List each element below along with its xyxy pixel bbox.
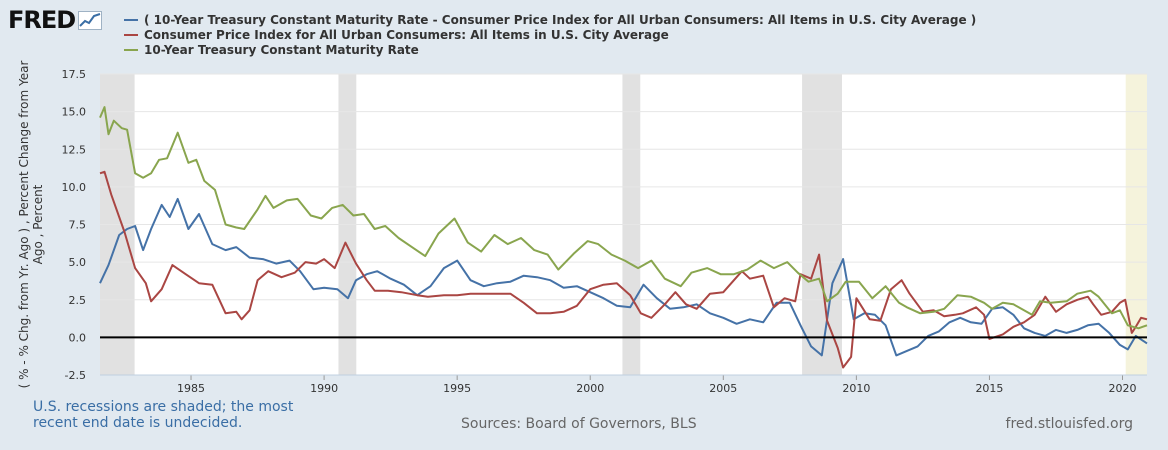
gridlines xyxy=(100,73,1147,376)
recession-band-3 xyxy=(802,74,843,375)
recession-band-1 xyxy=(338,74,357,375)
legend-item-spread: ( 10-Year Treasury Constant Maturity Rat… xyxy=(124,12,976,27)
fred-logo[interactable]: FRED xyxy=(8,6,103,34)
y-tick-label-2: 2.5 xyxy=(69,294,87,307)
legend-item-cpi: Consumer Price Index for All Urban Consu… xyxy=(124,27,976,42)
chart-legend: ( 10-Year Treasury Constant Maturity Rat… xyxy=(124,12,976,57)
fred-logo-text: FRED xyxy=(8,6,76,34)
legend-label-cpi: Consumer Price Index for All Urban Consu… xyxy=(144,27,669,42)
series-lines xyxy=(99,106,1148,369)
recession-band-2 xyxy=(622,74,641,375)
recession-note-line1: U.S. recessions are shaded; the most xyxy=(33,399,294,415)
series-line-treasury xyxy=(99,106,1148,330)
y-tick-label-5: 10.0 xyxy=(62,181,87,194)
legend-swatch-treasury xyxy=(124,48,138,51)
sources-text: Sources: Board of Governors, BLS xyxy=(461,416,697,432)
x-tick-label-3: 2000 xyxy=(576,382,604,395)
recession-band-current xyxy=(1125,74,1147,375)
y-tick-label-3: 5.0 xyxy=(69,256,87,269)
x-tick-label-2: 1995 xyxy=(443,382,471,395)
recession-band-0 xyxy=(100,74,135,375)
y-tick-label-7: 15.0 xyxy=(62,106,87,119)
y-tick-label-0: -2.5 xyxy=(65,369,86,382)
y-tick-label-6: 12.5 xyxy=(62,143,87,156)
fred-logo-graph-icon xyxy=(78,10,103,30)
x-tick-label-1: 1990 xyxy=(310,382,338,395)
recession-shading xyxy=(100,74,1147,375)
recession-note: U.S. recessions are shaded; the most rec… xyxy=(33,399,293,431)
legend-swatch-spread xyxy=(124,18,138,21)
legend-label-spread: ( 10-Year Treasury Constant Maturity Rat… xyxy=(144,12,977,27)
plot-area xyxy=(100,74,1147,375)
axes: -2.5 0.0 2.5 5.0 7.5 10.0 12.5 15.0 17.5 1985 1990… xyxy=(62,68,1147,395)
y-tick-label-4: 7.5 xyxy=(69,219,87,232)
y-axis-label: ( % - % Chg. from Yr. Ago ) , Percent Ch… xyxy=(17,61,45,389)
x-tick-label-6: 2015 xyxy=(975,382,1003,395)
x-tick-label-0: 1985 xyxy=(177,382,205,395)
legend-label-treasury: 10-Year Treasury Constant Maturity Rate xyxy=(144,42,419,57)
legend-swatch-cpi xyxy=(124,33,138,36)
recession-note-line2: recent end date is undecided. xyxy=(33,415,243,431)
legend-item-treasury: 10-Year Treasury Constant Maturity Rate xyxy=(124,42,976,57)
y-tick-label-1: 0.0 xyxy=(69,331,87,344)
series-line-spread xyxy=(99,197,1148,357)
series-line-cpi xyxy=(99,170,1148,369)
site-link[interactable]: fred.stlouisfed.org xyxy=(1005,416,1133,432)
x-tick-label-4: 2005 xyxy=(709,382,737,395)
x-tick-label-7: 2020 xyxy=(1109,382,1137,395)
y-tick-label-8: 17.5 xyxy=(62,68,87,81)
x-tick-label-5: 2010 xyxy=(842,382,870,395)
